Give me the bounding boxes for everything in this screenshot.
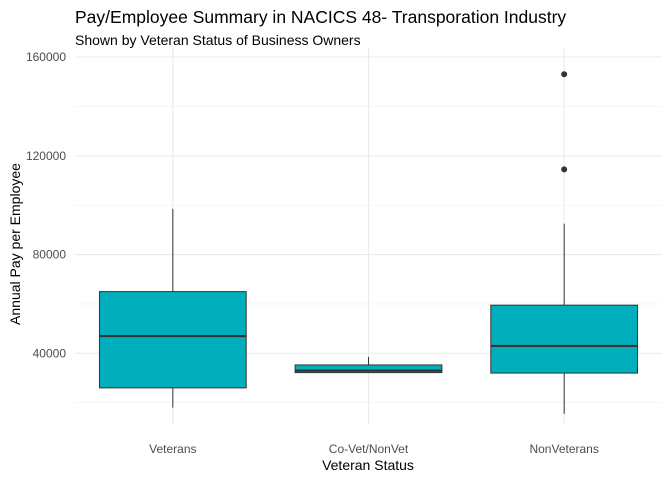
- box-series: [98, 71, 639, 414]
- x-axis-title: Veteran Status: [322, 457, 414, 473]
- box-nonveterans: [490, 71, 639, 414]
- box-body: [294, 364, 443, 374]
- y-tick-label: 80000: [33, 248, 67, 262]
- x-tick-label: NonVeterans: [529, 442, 598, 456]
- y-axis-title: Annual Pay per Employee: [7, 163, 23, 325]
- y-tick-label: 40000: [33, 346, 67, 360]
- chart-title: Pay/Employee Summary in NACICS 48- Trans…: [75, 7, 566, 27]
- y-axis-tick-labels: 40000 80000 120000 160000: [26, 50, 66, 360]
- y-tick-label: 160000: [26, 50, 66, 64]
- outlier-point: [561, 71, 568, 78]
- chart-subtitle: Shown by Veteran Status of Business Owne…: [75, 32, 361, 48]
- outlier-point: [561, 166, 568, 173]
- box-body: [98, 291, 247, 389]
- x-tick-label: Veterans: [149, 442, 196, 456]
- x-axis-tick-labels: Veterans Co-Vet/NonVet NonVeterans: [149, 442, 599, 456]
- box-co-vet-nonvet: [294, 357, 443, 374]
- y-tick-label: 120000: [26, 149, 66, 163]
- box-veterans: [98, 208, 247, 408]
- box-body: [490, 304, 639, 374]
- x-tick-label: Co-Vet/NonVet: [329, 442, 409, 456]
